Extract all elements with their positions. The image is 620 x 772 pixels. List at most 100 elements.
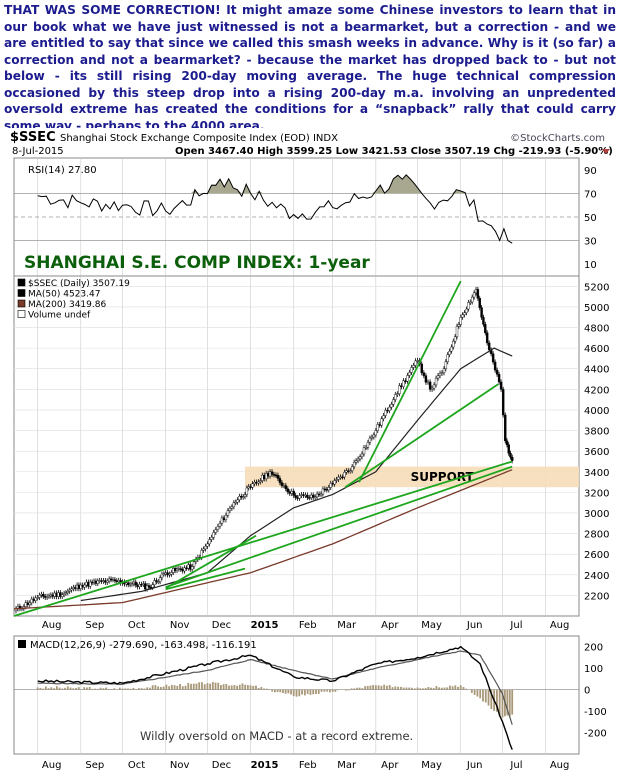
- macd-histogram-bar: [44, 686, 47, 690]
- price-candle: [400, 385, 403, 387]
- price-tick-label: 3800: [584, 427, 609, 438]
- price-candle: [392, 399, 395, 405]
- price-candle: [394, 394, 397, 400]
- macd-histogram-bar: [69, 687, 72, 690]
- trend-line: [13, 460, 513, 617]
- macd-histogram-bar: [159, 687, 162, 690]
- rsi-legend: RSI(14) 27.80: [28, 165, 97, 176]
- macd-histogram-bar: [372, 685, 375, 690]
- month-label: Jul: [509, 760, 522, 771]
- price-candle: [432, 384, 436, 389]
- price-candle: [480, 307, 483, 318]
- macd-histogram-bar: [249, 685, 252, 690]
- macd-histogram-bar: [228, 685, 230, 690]
- price-candle: [179, 568, 182, 570]
- macd-histogram-bar: [449, 685, 451, 690]
- macd-histogram-bar: [326, 689, 329, 692]
- price-tick-label: 2400: [584, 571, 609, 582]
- price-candle: [388, 406, 391, 411]
- price-candle: [261, 475, 264, 481]
- macd-histogram-bar: [107, 689, 110, 690]
- macd-histogram-bar: [374, 685, 377, 690]
- price-tick-label: 3000: [584, 509, 609, 520]
- macd-histogram-bar: [190, 683, 192, 690]
- macd-histogram-bar: [309, 689, 312, 695]
- macd-histogram-bar: [457, 686, 459, 690]
- price-candle: [278, 478, 282, 483]
- price-candle: [317, 493, 321, 496]
- price-candle: [268, 471, 272, 477]
- macd-histogram-bar: [64, 687, 66, 690]
- month-label: Oct: [128, 760, 145, 771]
- price-candle: [224, 514, 228, 520]
- price-candle: [183, 567, 186, 572]
- price-candle: [470, 296, 474, 303]
- stock-chart: $SSEC Shanghai Stock Exchange Composite …: [0, 128, 620, 772]
- macd-histogram-bar: [77, 687, 80, 690]
- price-candle: [284, 485, 288, 489]
- macd-histogram-bar: [430, 687, 432, 690]
- price-candle: [157, 581, 160, 583]
- price-candle: [455, 326, 459, 337]
- price-candle: [168, 574, 171, 576]
- price-candle: [253, 481, 256, 484]
- price-candle: [461, 314, 464, 318]
- price-candle: [434, 377, 438, 386]
- macd-histogram-bar: [187, 682, 190, 690]
- price-candle: [32, 598, 35, 601]
- macd-histogram-bar: [236, 685, 238, 690]
- price-candle: [259, 480, 262, 483]
- macd-histogram-bar: [435, 686, 438, 690]
- price-candle: [360, 453, 364, 457]
- price-candle: [24, 602, 28, 608]
- price-candle: [453, 336, 457, 342]
- price-candle: [325, 489, 329, 491]
- down-arrow-icon: [602, 149, 610, 154]
- macd-histogram-bar: [246, 685, 249, 690]
- price-candle: [158, 577, 162, 582]
- price-candle: [331, 483, 334, 485]
- macd-histogram-bar: [129, 688, 132, 690]
- price-candle: [311, 494, 315, 498]
- macd-legend: MACD(12,26,9) -279.690, -163.498, -116.1…: [30, 640, 257, 651]
- support-label: SUPPORT: [411, 470, 475, 484]
- macd-histogram-bar: [405, 687, 408, 690]
- price-candle: [386, 409, 389, 412]
- macd-histogram-bar: [184, 685, 187, 690]
- macd-histogram-bar: [298, 689, 301, 697]
- macd-histogram-bar: [470, 689, 473, 693]
- price-candle: [362, 447, 366, 455]
- month-label: Sep: [85, 760, 104, 771]
- trend-line: [358, 280, 462, 483]
- price-candle: [452, 340, 455, 348]
- macd-histogram-bar: [413, 688, 416, 690]
- month-label: Mar: [337, 760, 357, 771]
- price-candle: [106, 580, 109, 583]
- macd-histogram-bar: [47, 688, 50, 690]
- price-candle: [36, 597, 39, 599]
- macd-histogram-bar: [222, 684, 225, 690]
- price-candle: [151, 584, 154, 588]
- legend-entry: Volume undef: [28, 311, 91, 321]
- price-candle: [364, 447, 368, 449]
- price-candle: [341, 476, 344, 479]
- price-candle: [208, 539, 211, 545]
- price-candle: [192, 561, 196, 567]
- stockcharts-brand: ©StockCharts.com: [510, 133, 605, 144]
- price-tick-label: 4000: [584, 406, 609, 417]
- price-candle: [204, 546, 207, 550]
- price-candle: [450, 346, 453, 352]
- legend-entry: MA(200) 3419.86: [28, 300, 106, 310]
- macd-histogram-bar: [252, 685, 255, 690]
- macd-histogram-bar: [238, 684, 241, 690]
- price-candle: [47, 595, 51, 598]
- price-candle: [469, 301, 472, 304]
- price-candle: [280, 482, 284, 486]
- month-label: Apr: [381, 620, 399, 631]
- macd-histogram-bar: [273, 689, 276, 693]
- macd-histogram-bar: [99, 687, 102, 690]
- month-label: Jul: [509, 620, 522, 631]
- price-candle: [467, 302, 470, 310]
- price-candle: [310, 494, 313, 498]
- legend-swatch: [17, 289, 26, 297]
